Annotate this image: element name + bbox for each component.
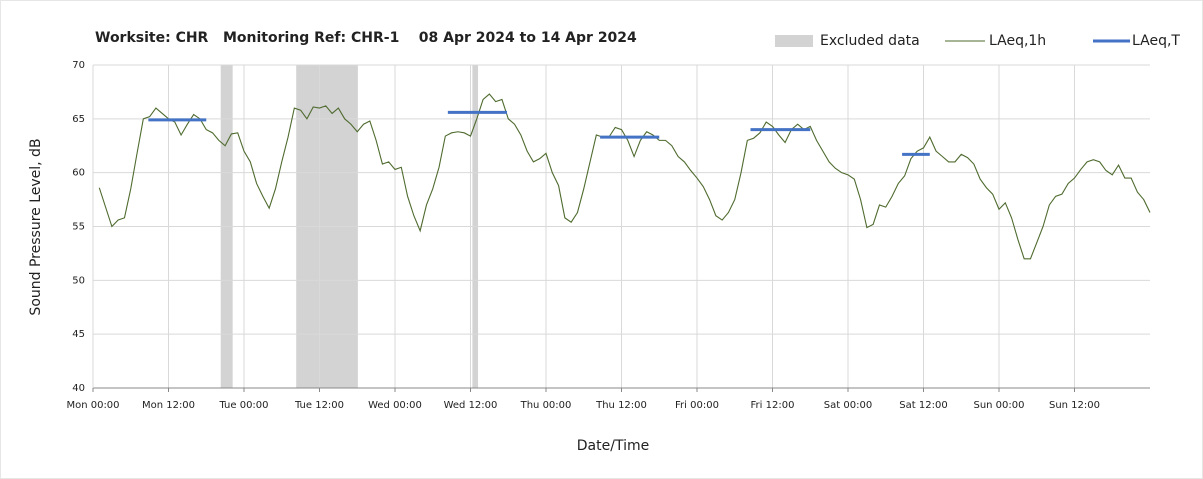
y-axis-label: Sound Pressure Level, dB (28, 138, 44, 315)
x-tick-label: Fri 00:00 (675, 400, 719, 411)
x-tick-label: Mon 00:00 (66, 400, 119, 411)
legend-label: LAeq,T (1132, 33, 1180, 49)
x-tick-label: Thu 00:00 (520, 400, 572, 411)
y-tick-label: 40 (72, 383, 85, 394)
x-axis-label: Date/Time (577, 438, 649, 454)
y-tick-label: 55 (72, 222, 85, 233)
x-tick-label: Wed 12:00 (444, 400, 498, 411)
y-tick-label: 60 (72, 168, 85, 179)
legend-label: LAeq,1h (989, 33, 1046, 49)
x-tick-label: Sat 00:00 (824, 400, 872, 411)
x-tick-label: Fri 12:00 (751, 400, 795, 411)
y-tick-label: 65 (72, 114, 85, 125)
x-tick-label: Tue 12:00 (294, 400, 344, 411)
x-tick-label: Wed 00:00 (368, 400, 422, 411)
x-tick-label: Mon 12:00 (142, 400, 195, 411)
x-tick-label: Tue 00:00 (218, 400, 268, 411)
y-tick-label: 50 (72, 275, 85, 286)
chart-title: Worksite: CHR Monitoring Ref: CHR-1 08 A… (95, 30, 637, 46)
line-series (98, 93, 1151, 260)
y-tick-label: 70 (72, 60, 85, 71)
x-tick-label: Sat 12:00 (899, 400, 947, 411)
legend-swatch (775, 35, 813, 47)
legend-label: Excluded data (820, 33, 920, 49)
x-tick-label: Thu 12:00 (595, 400, 647, 411)
x-tick-label: Sun 12:00 (1049, 400, 1100, 411)
y-tick-label: 45 (72, 329, 85, 340)
x-tick-label: Sun 00:00 (973, 400, 1024, 411)
